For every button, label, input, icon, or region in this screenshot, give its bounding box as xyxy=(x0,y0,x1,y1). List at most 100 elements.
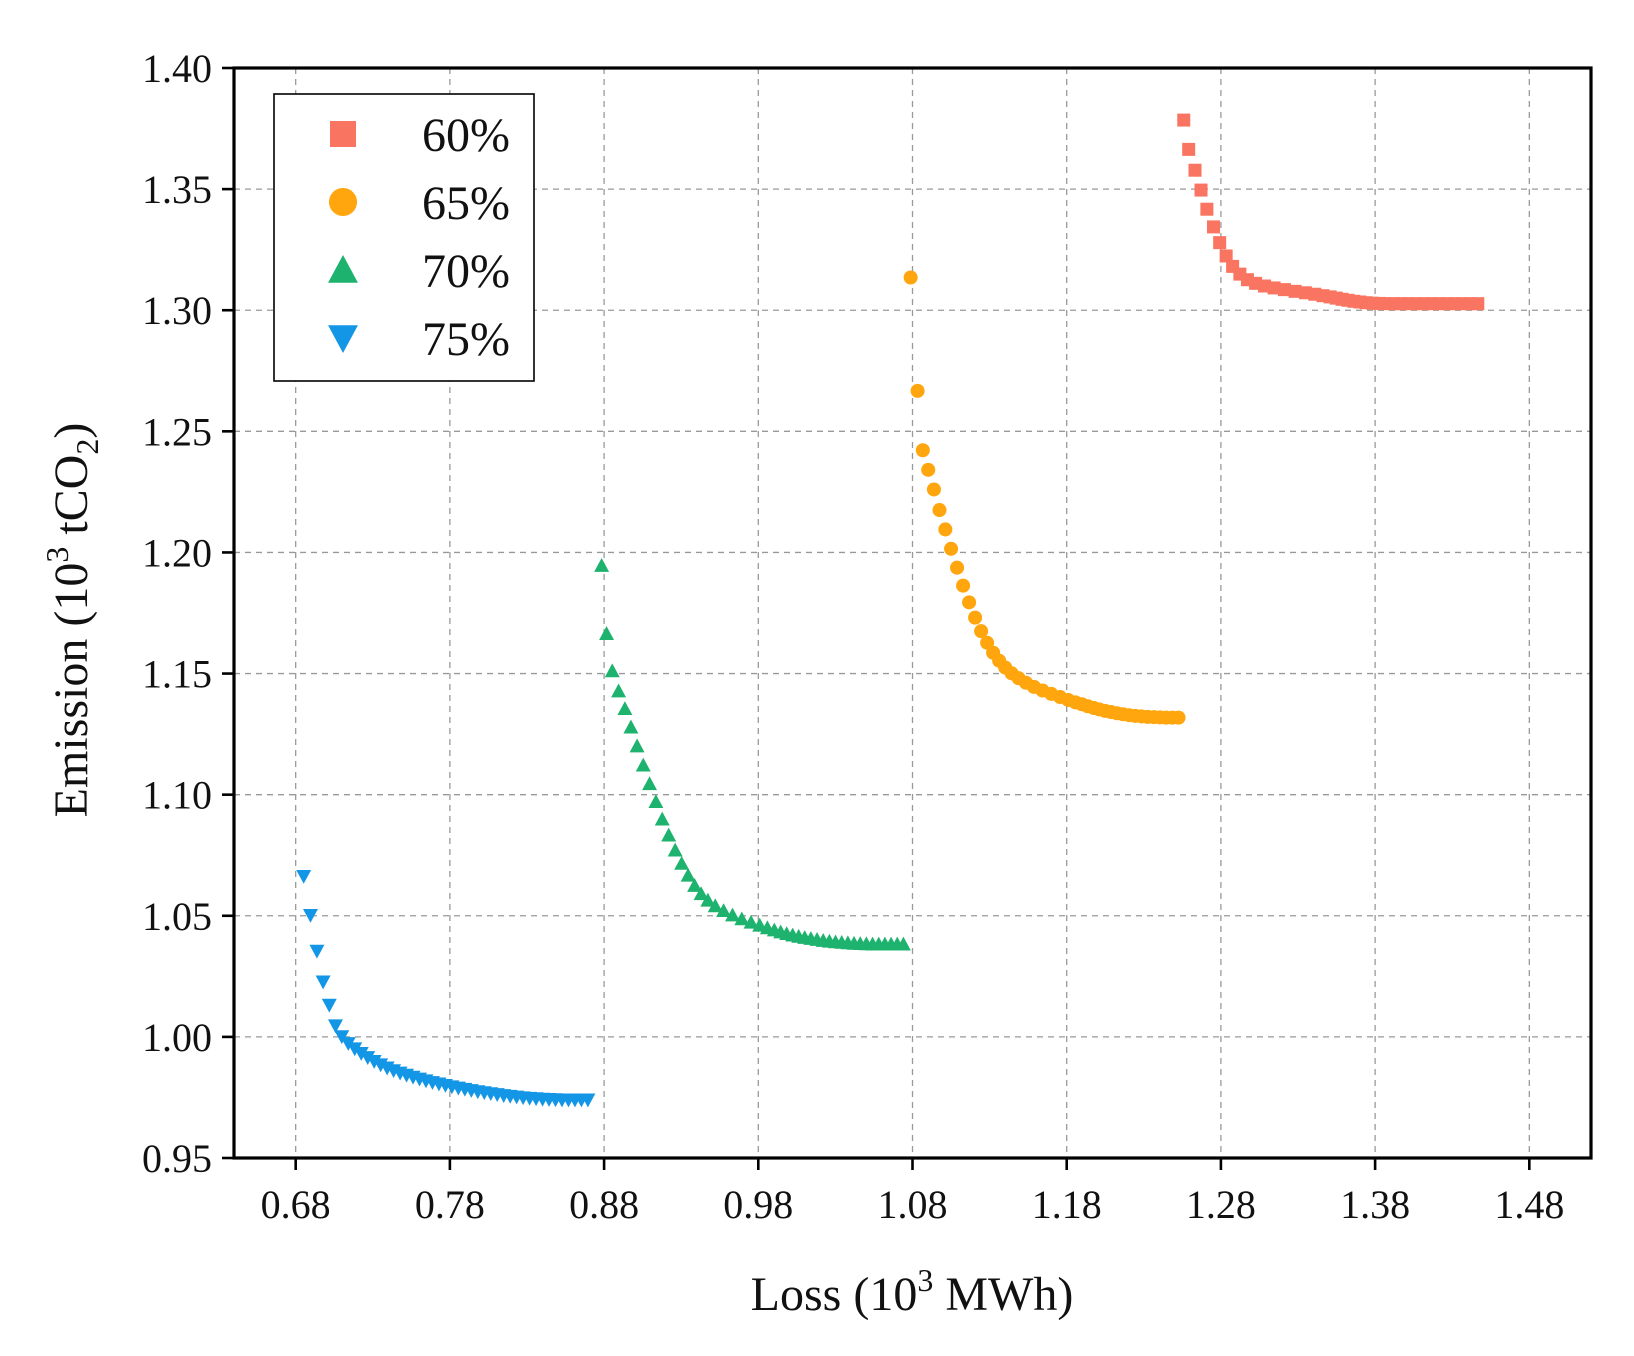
data-point xyxy=(1471,297,1485,311)
x-tick-label: 1.08 xyxy=(878,1182,948,1227)
data-point xyxy=(1288,284,1302,298)
data-point xyxy=(1188,163,1202,177)
data-point xyxy=(594,558,610,572)
data-point xyxy=(347,1042,363,1057)
series-75-percent xyxy=(296,869,596,1108)
legend-label: 70% xyxy=(422,245,510,298)
y-tick-label: 1.30 xyxy=(142,288,212,333)
y-tick-label: 1.15 xyxy=(142,652,212,697)
data-point xyxy=(321,998,337,1013)
legend-item-60-percent: 60% xyxy=(330,109,510,162)
x-tick-label: 1.48 xyxy=(1494,1182,1564,1227)
data-point xyxy=(353,1047,369,1061)
data-point xyxy=(687,878,703,892)
data-point xyxy=(296,869,312,884)
data-point xyxy=(707,898,723,913)
data-point xyxy=(629,738,645,753)
x-tick-label: 1.18 xyxy=(1032,1182,1102,1227)
data-point xyxy=(303,908,318,923)
x-tick-label: 1.28 xyxy=(1186,1182,1256,1227)
data-point xyxy=(580,1093,596,1108)
data-point xyxy=(680,867,696,882)
data-point xyxy=(716,903,732,918)
legend-item-75-percent: 75% xyxy=(328,313,510,366)
x-tick-label: 0.78 xyxy=(415,1182,485,1227)
data-point xyxy=(693,886,709,901)
legend-item-65-percent: 65% xyxy=(328,177,510,230)
y-tick-label: 1.00 xyxy=(142,1015,212,1060)
y-tick-label: 1.10 xyxy=(142,773,212,818)
data-point xyxy=(1207,220,1221,234)
data-point xyxy=(938,522,953,537)
data-point xyxy=(623,719,639,734)
data-points xyxy=(296,113,1485,1108)
data-point xyxy=(700,892,716,907)
data-point xyxy=(1182,142,1196,156)
legend: 60% 65% 70% 75% xyxy=(273,93,535,382)
data-point xyxy=(635,757,651,772)
series-60-percent xyxy=(1177,113,1485,311)
series-65-percent xyxy=(903,270,1186,725)
plot-area-frame xyxy=(232,66,1593,1160)
data-point xyxy=(648,794,664,809)
legend-box xyxy=(273,93,535,382)
data-point xyxy=(915,443,930,458)
data-point xyxy=(1194,183,1208,197)
legend-marker xyxy=(328,325,358,353)
data-point xyxy=(654,811,670,826)
y-tick-label: 1.05 xyxy=(142,894,212,939)
y-axis-title: Emission (103 tCO2) xyxy=(39,423,105,818)
data-point xyxy=(921,462,936,477)
data-point xyxy=(1200,202,1214,216)
data-point xyxy=(604,663,620,678)
data-point xyxy=(642,776,658,791)
axis-ticks: 0.68 0.78 0.88 0.98 1.08 1.18 1.28 1.38 1.48 0.95… xyxy=(142,46,1564,1227)
legend-label: 60% xyxy=(422,109,510,162)
data-point xyxy=(309,944,325,959)
data-point xyxy=(962,595,977,610)
data-point xyxy=(1177,113,1191,127)
series-70-percent xyxy=(594,558,911,951)
x-tick-label: 1.38 xyxy=(1340,1182,1410,1227)
data-point xyxy=(1219,249,1233,263)
data-point xyxy=(944,541,959,556)
data-point xyxy=(599,626,615,640)
data-point xyxy=(667,842,683,857)
data-point xyxy=(674,855,690,870)
y-tick-label: 0.95 xyxy=(142,1136,212,1181)
x-tick-label: 0.98 xyxy=(723,1182,793,1227)
data-point xyxy=(1277,283,1291,297)
data-point xyxy=(956,578,971,593)
x-tick-label: 0.88 xyxy=(569,1182,639,1227)
x-tick-label: 0.68 xyxy=(261,1182,331,1227)
data-point xyxy=(926,482,941,497)
legend-label: 65% xyxy=(422,177,510,230)
data-point xyxy=(315,975,331,990)
data-point xyxy=(327,1019,343,1034)
legend-marker xyxy=(328,255,358,283)
legend-label: 75% xyxy=(422,313,510,366)
y-tick-label: 1.35 xyxy=(142,167,212,212)
data-point xyxy=(360,1051,376,1065)
data-point xyxy=(1213,236,1227,250)
data-point xyxy=(903,270,918,285)
data-point xyxy=(950,560,965,575)
data-point xyxy=(617,701,633,716)
x-axis-title: Loss (103 MWh) xyxy=(751,1262,1074,1321)
data-point xyxy=(1267,281,1281,295)
y-tick-label: 1.40 xyxy=(142,46,212,91)
data-point xyxy=(895,936,911,951)
legend-marker xyxy=(330,121,356,147)
data-point xyxy=(968,610,983,625)
data-point xyxy=(910,383,925,398)
legend-marker xyxy=(328,187,358,217)
data-point xyxy=(725,907,741,922)
data-point xyxy=(1171,710,1186,725)
data-point xyxy=(743,914,759,929)
legend-item-70-percent: 70% xyxy=(328,245,510,298)
data-point xyxy=(932,503,947,518)
y-tick-label: 1.20 xyxy=(142,530,212,575)
data-point xyxy=(611,683,627,698)
